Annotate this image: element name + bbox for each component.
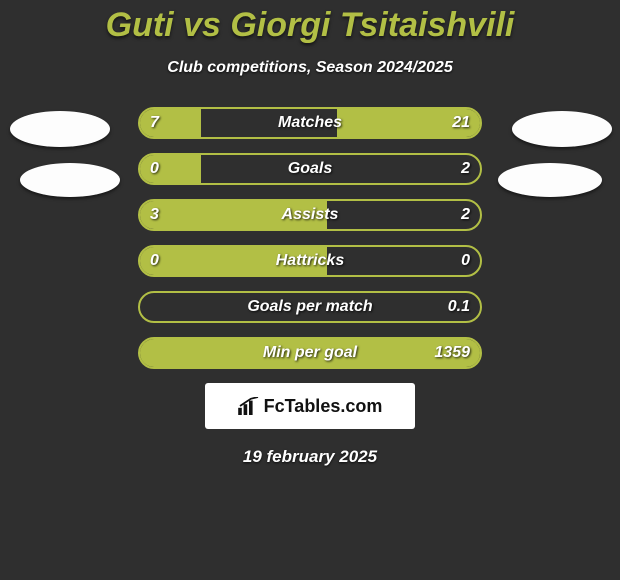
stat-label: Assists [140,201,480,229]
stat-label: Goals [140,155,480,183]
logo-text: FcTables.com [264,396,383,417]
stat-label: Hattricks [140,247,480,275]
avatar-right-1 [512,111,612,147]
date-label: 19 february 2025 [0,447,620,467]
stat-row: 32Assists [138,199,482,231]
stat-row: 02Goals [138,153,482,185]
page-title: Guti vs Giorgi Tsitaishvili [0,0,620,45]
subtitle: Club competitions, Season 2024/2025 [0,59,620,77]
stat-label: Goals per match [140,293,480,321]
avatar-left-1 [10,111,110,147]
stat-row: 721Matches [138,107,482,139]
avatar-right-2 [498,163,602,197]
bar-list: 721Matches 02Goals 32Assists 00Hattricks 0.1… [138,107,482,369]
chart-icon [238,397,260,415]
fctables-logo: FcTables.com [205,383,415,429]
stat-row: 0.1Goals per match [138,291,482,323]
stat-row: 00Hattricks [138,245,482,277]
stat-row: 1359Min per goal [138,337,482,369]
stat-label: Min per goal [140,339,480,367]
comparison-chart: 721Matches 02Goals 32Assists 00Hattricks 0.1… [0,107,620,369]
stat-label: Matches [140,109,480,137]
avatar-left-2 [20,163,120,197]
